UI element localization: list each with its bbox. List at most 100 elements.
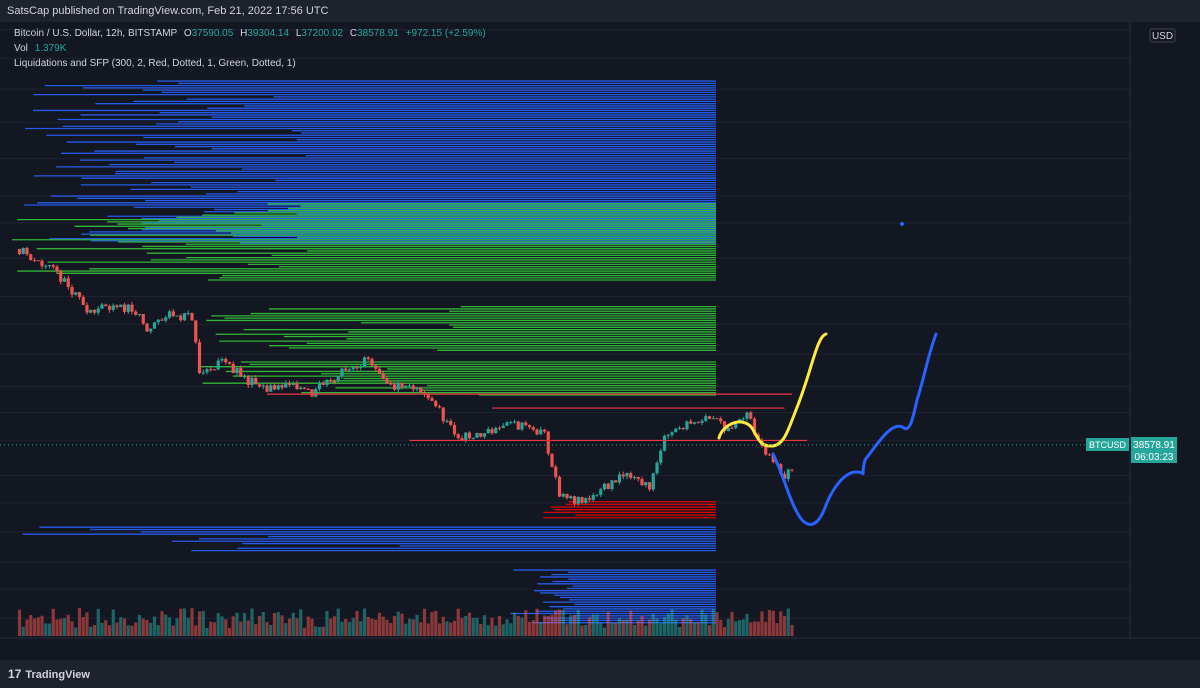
legend-c-value: 38578.91: [357, 28, 399, 39]
candle-body: [141, 314, 145, 324]
candle-body: [591, 495, 595, 500]
candle-body: [74, 292, 78, 295]
candle-body: [572, 496, 577, 504]
candle-body: [336, 376, 340, 382]
candle-body: [509, 422, 513, 424]
volume-bar: [554, 610, 558, 636]
volume-bar: [160, 611, 164, 636]
candle-body: [321, 382, 325, 385]
volume-bar: [486, 625, 490, 636]
volume-bar: [587, 617, 592, 636]
volume-bar: [505, 619, 509, 636]
volume-bar: [85, 612, 89, 636]
candle-body: [764, 445, 768, 455]
volume-bar: [370, 618, 374, 636]
volume-bar: [284, 623, 288, 636]
volume-bar: [227, 627, 232, 636]
candle-body: [741, 418, 745, 420]
candle-body: [629, 473, 633, 478]
volume-bar: [734, 621, 738, 636]
price-chart[interactable]: Bitcoin / U.S. Dollar, 12h, BITSTAMP O37…: [0, 22, 1200, 660]
volume-bar: [509, 623, 513, 636]
tradingview-logo[interactable]: 17 TradingView: [8, 667, 90, 681]
volume-bar: [550, 614, 554, 636]
price-axis[interactable]: [1130, 22, 1200, 638]
candle-body: [287, 383, 292, 385]
legend-change: +972.15 (+2.59%): [406, 28, 486, 39]
volume-bar: [74, 627, 78, 636]
volume-bar: [336, 608, 340, 636]
volume-bar: [32, 618, 37, 636]
volume-bar: [220, 616, 224, 636]
candle-body: [584, 498, 588, 503]
candle-body: [280, 385, 284, 388]
candle-body: [546, 431, 550, 454]
candle-body: [100, 304, 104, 309]
volume-bars: [17, 608, 794, 636]
legend-l-value: 37200.02: [301, 28, 343, 39]
candle-body: [467, 432, 472, 439]
candle-body: [152, 322, 157, 329]
volume-bar: [434, 610, 438, 636]
volume-bar: [501, 624, 505, 636]
volume-bar: [662, 616, 667, 636]
candle-body: [242, 376, 247, 378]
volume-bar: [115, 622, 119, 636]
candle-body: [602, 483, 607, 490]
candle-body: [441, 407, 445, 422]
candle-body: [29, 254, 33, 261]
volume-bar: [59, 618, 63, 636]
candle-body: [655, 462, 659, 474]
volume-bar: [636, 620, 640, 636]
candle-body: [396, 383, 400, 390]
volume-bar: [280, 615, 284, 636]
candle-body: [426, 394, 430, 399]
candle-body: [355, 367, 359, 369]
volume-bar: [182, 608, 187, 636]
candle-body: [752, 418, 757, 435]
candle-body: [130, 304, 134, 312]
volume-bar: [490, 617, 494, 636]
volume-bar: [257, 616, 262, 636]
candle-body: [524, 422, 528, 426]
candle-body: [220, 358, 224, 361]
volume-bar: [355, 610, 359, 636]
currency-badge[interactable]: [1149, 28, 1176, 43]
liquidation-bands: [12, 80, 716, 624]
candle-body: [662, 435, 667, 451]
price-badge-value: 38578.91: [1133, 440, 1175, 451]
candle-body: [520, 422, 524, 430]
legend-symbol: Bitcoin / U.S. Dollar, 12h, BITSTAMP: [14, 28, 178, 39]
symbol-badge: [1086, 438, 1129, 451]
candle-body: [325, 380, 329, 385]
candle-body: [167, 311, 172, 318]
candle-body: [344, 368, 348, 371]
volume-bar: [591, 614, 595, 636]
volume-bar: [175, 618, 179, 636]
candle-body: [179, 315, 183, 321]
legend-h-value: 39304.14: [247, 28, 289, 39]
candle-body: [456, 434, 460, 439]
volume-bar: [246, 620, 250, 636]
volume-bar: [599, 623, 603, 636]
candle-body: [385, 378, 389, 384]
volume-bar: [205, 627, 209, 636]
candle-body: [377, 368, 382, 374]
candle-body: [122, 304, 127, 312]
volume-bar: [340, 621, 344, 636]
time-axis[interactable]: [0, 638, 1130, 660]
candle-body: [482, 433, 487, 437]
tradingview-logo-icon: 17: [8, 667, 22, 681]
candle-body: [272, 385, 277, 390]
volume-bar: [66, 614, 70, 636]
volume-bar: [452, 620, 457, 636]
candle-body: [359, 366, 363, 368]
candle-body: [419, 387, 423, 393]
candle-body: [70, 286, 74, 295]
volume-bar: [610, 622, 614, 636]
candle-body: [25, 247, 29, 255]
yellow-projection-path: [717, 332, 828, 448]
publish-text: SatsCap published on TradingView.com, Fe…: [7, 5, 329, 17]
candle-body: [659, 450, 663, 463]
candle-body: [194, 320, 198, 343]
